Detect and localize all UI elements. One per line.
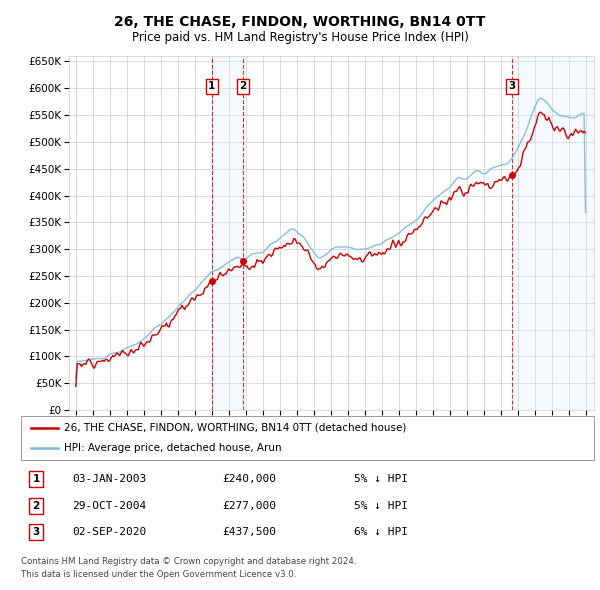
Text: 3: 3	[508, 81, 515, 91]
Text: 1: 1	[32, 474, 40, 484]
Text: 26, THE CHASE, FINDON, WORTHING, BN14 0TT (detached house): 26, THE CHASE, FINDON, WORTHING, BN14 0T…	[64, 423, 406, 433]
Text: Contains HM Land Registry data © Crown copyright and database right 2024.: Contains HM Land Registry data © Crown c…	[21, 558, 356, 566]
Text: 5% ↓ HPI: 5% ↓ HPI	[354, 501, 408, 510]
Bar	[512, 56, 594, 410]
Text: Price paid vs. HM Land Registry's House Price Index (HPI): Price paid vs. HM Land Registry's House …	[131, 31, 469, 44]
Text: 3: 3	[32, 527, 40, 537]
Text: 2: 2	[239, 81, 247, 91]
Text: 02-SEP-2020: 02-SEP-2020	[72, 527, 146, 537]
Text: 29-OCT-2004: 29-OCT-2004	[72, 501, 146, 510]
Text: £240,000: £240,000	[222, 474, 276, 484]
Text: 2: 2	[32, 501, 40, 510]
Text: 26, THE CHASE, FINDON, WORTHING, BN14 0TT: 26, THE CHASE, FINDON, WORTHING, BN14 0T…	[115, 15, 485, 29]
Text: HPI: Average price, detached house, Arun: HPI: Average price, detached house, Arun	[64, 443, 281, 453]
Text: £437,500: £437,500	[222, 527, 276, 537]
Text: This data is licensed under the Open Government Licence v3.0.: This data is licensed under the Open Gov…	[21, 571, 296, 579]
Text: 1: 1	[208, 81, 215, 91]
Text: 6% ↓ HPI: 6% ↓ HPI	[354, 527, 408, 537]
Text: 03-JAN-2003: 03-JAN-2003	[72, 474, 146, 484]
Text: £277,000: £277,000	[222, 501, 276, 510]
Text: 5% ↓ HPI: 5% ↓ HPI	[354, 474, 408, 484]
Bar	[212, 56, 243, 410]
